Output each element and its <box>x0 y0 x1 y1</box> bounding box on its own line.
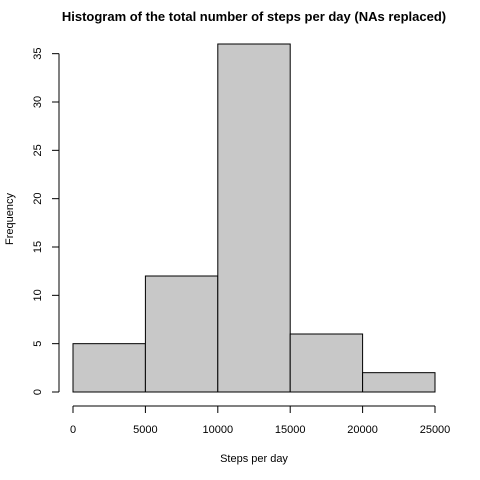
chart-title: Histogram of the total number of steps p… <box>62 9 446 24</box>
histogram-bar-4 <box>362 372 436 393</box>
y-tick-label-4: 20 <box>32 193 44 205</box>
histogram-bar-2 <box>217 43 291 393</box>
bars-group <box>72 43 436 393</box>
y-axis-label: Frequency <box>4 193 16 245</box>
y-tick-label-0: 0 <box>32 389 44 395</box>
x-tick-label-4: 20000 <box>347 424 378 436</box>
histogram-bar-0 <box>72 343 146 393</box>
x-axis: 0 5000 10000 15000 20000 25000 <box>70 405 451 436</box>
y-tick-label-2: 10 <box>32 289 44 301</box>
x-tick-label-3: 15000 <box>275 424 306 436</box>
x-tick-label-0: 0 <box>70 424 76 436</box>
y-tick-label-7: 35 <box>32 48 44 60</box>
y-tick-label-1: 5 <box>32 341 44 347</box>
histogram-bar-3 <box>289 333 364 393</box>
y-tick-label-3: 15 <box>32 241 44 253</box>
x-axis-label: Steps per day <box>220 453 288 465</box>
x-tick-label-2: 10000 <box>203 424 234 436</box>
histogram-bar-1 <box>144 275 219 393</box>
y-axis: 0 5 10 15 20 25 30 35 <box>32 48 60 395</box>
x-tick-label-1: 5000 <box>133 424 157 436</box>
y-tick-label-5: 25 <box>32 144 44 156</box>
x-tick-label-5: 25000 <box>420 424 451 436</box>
y-tick-label-6: 30 <box>32 96 44 108</box>
